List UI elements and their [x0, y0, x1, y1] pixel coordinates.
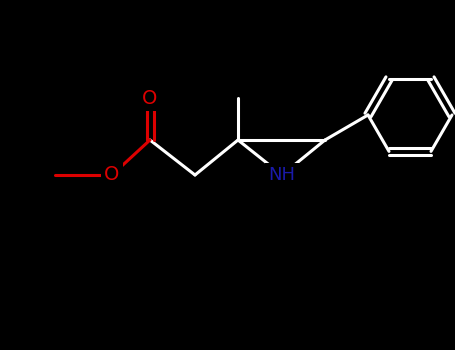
Text: O: O [104, 166, 120, 184]
Text: O: O [142, 89, 158, 107]
Text: NH: NH [268, 166, 295, 184]
